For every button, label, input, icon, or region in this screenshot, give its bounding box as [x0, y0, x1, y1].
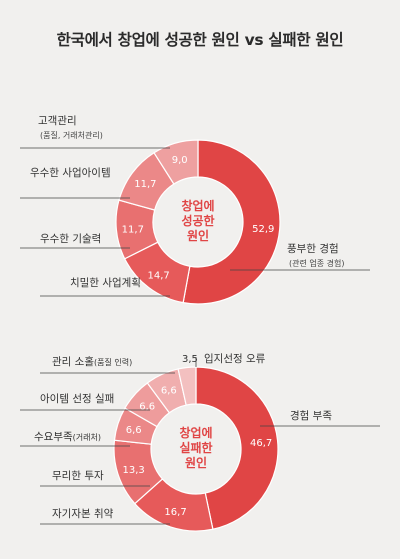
slice-value-label: 6,6 [161, 385, 177, 396]
slice-value-label: 11,7 [134, 179, 156, 190]
slice-5 [153, 139, 199, 185]
slice-category-label: 치밀한 사업계획 [70, 276, 141, 289]
donut-center-label: 창업에 [179, 425, 212, 440]
donut-center-label: 성공한 [181, 213, 214, 228]
donut-center-label: 창업에 [181, 198, 214, 213]
slice-value-label: 11,7 [122, 224, 144, 235]
slice-value-label: 14,7 [148, 270, 170, 281]
slice-category-label: 수요부족(거래처) [34, 431, 101, 443]
slice-value-label: 6,6 [139, 401, 155, 412]
slice-value-label: 16,7 [164, 507, 186, 518]
slice-category-sublabel: (품질, 거래처관리) [40, 130, 103, 140]
slice-category-label: 무리한 투자 [52, 470, 104, 482]
donut-center-label: 원인 [187, 228, 209, 243]
slice-value-label: 3,5 [182, 354, 198, 365]
slice-value-label: 9,0 [172, 155, 188, 166]
slice-category-label: 풍부한 경험 [287, 242, 339, 255]
slice-category-label: 관리 소홀(품질 인력) [52, 355, 132, 368]
slice-value-label: 46,7 [250, 438, 272, 449]
slice-value-label: 6,6 [126, 425, 142, 436]
slice-category-label: 자기자본 취약 [52, 508, 114, 520]
slice-1 [182, 139, 281, 305]
slice-category-label: 입지선정 오류 [204, 352, 266, 365]
slice-category-label: 경험 부족 [290, 409, 332, 422]
donut-chart-1: 52,9 풍부한 경험 (관련 업종 경험) 14,7 치밀한 사업계획 11,7 우수한 … [20, 115, 370, 305]
donut-chart-2: 46,7 경험 부족 16,7 자기자본 취약 13,3 무리한 투자 6,6 수요부족(거래… [20, 352, 380, 532]
donut-center-label: 원인 [185, 455, 207, 470]
slice-7 [177, 366, 197, 406]
slice-category-sublabel: (거래처) [73, 433, 101, 442]
slice-category-label: 우수한 기술력 [40, 233, 101, 245]
slice-category-label: 우수한 사업아이템 [30, 166, 111, 179]
slice-category-label: 고객관리 [38, 115, 77, 127]
slice-value-label: 13,3 [123, 465, 145, 476]
donut-center-label: 실패한 [179, 440, 212, 455]
slice-category-sublabel: (품질 인력) [94, 357, 132, 367]
slice-value-label: 52,9 [252, 224, 274, 235]
page-title: 한국에서 창업에 성공한 원인 vs 실패한 원인 [56, 31, 344, 49]
slice-1 [195, 366, 279, 530]
slice-category-label: 아이템 선정 실패 [40, 393, 114, 405]
slice-category-sublabel: (관련 업종 경험) [289, 258, 345, 268]
